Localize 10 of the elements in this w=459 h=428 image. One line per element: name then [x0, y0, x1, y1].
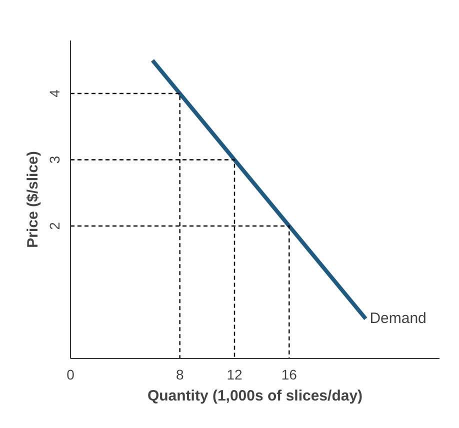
y-axis-title: Price ($/slice): [24, 151, 42, 248]
y-tick-label: 2: [46, 222, 62, 230]
x-tick-label: 12: [226, 366, 242, 382]
x-tick-label: 0: [66, 366, 75, 382]
x-axis-title: Quantity (1,000s of slices/day): [147, 388, 363, 404]
series-label: Demand: [370, 310, 426, 327]
x-tick-label: 16: [281, 366, 298, 382]
y-tick-label: 3: [46, 156, 62, 164]
y-tick-label: 4: [46, 89, 62, 98]
x-tick-label: 8: [176, 366, 184, 382]
